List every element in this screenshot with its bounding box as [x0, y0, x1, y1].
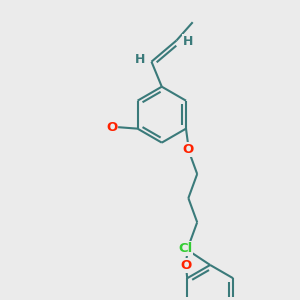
Text: O: O — [183, 143, 194, 156]
Text: O: O — [106, 121, 117, 134]
Text: O: O — [180, 259, 192, 272]
Text: H: H — [135, 53, 146, 66]
Text: H: H — [182, 35, 193, 48]
Text: Cl: Cl — [178, 242, 192, 255]
